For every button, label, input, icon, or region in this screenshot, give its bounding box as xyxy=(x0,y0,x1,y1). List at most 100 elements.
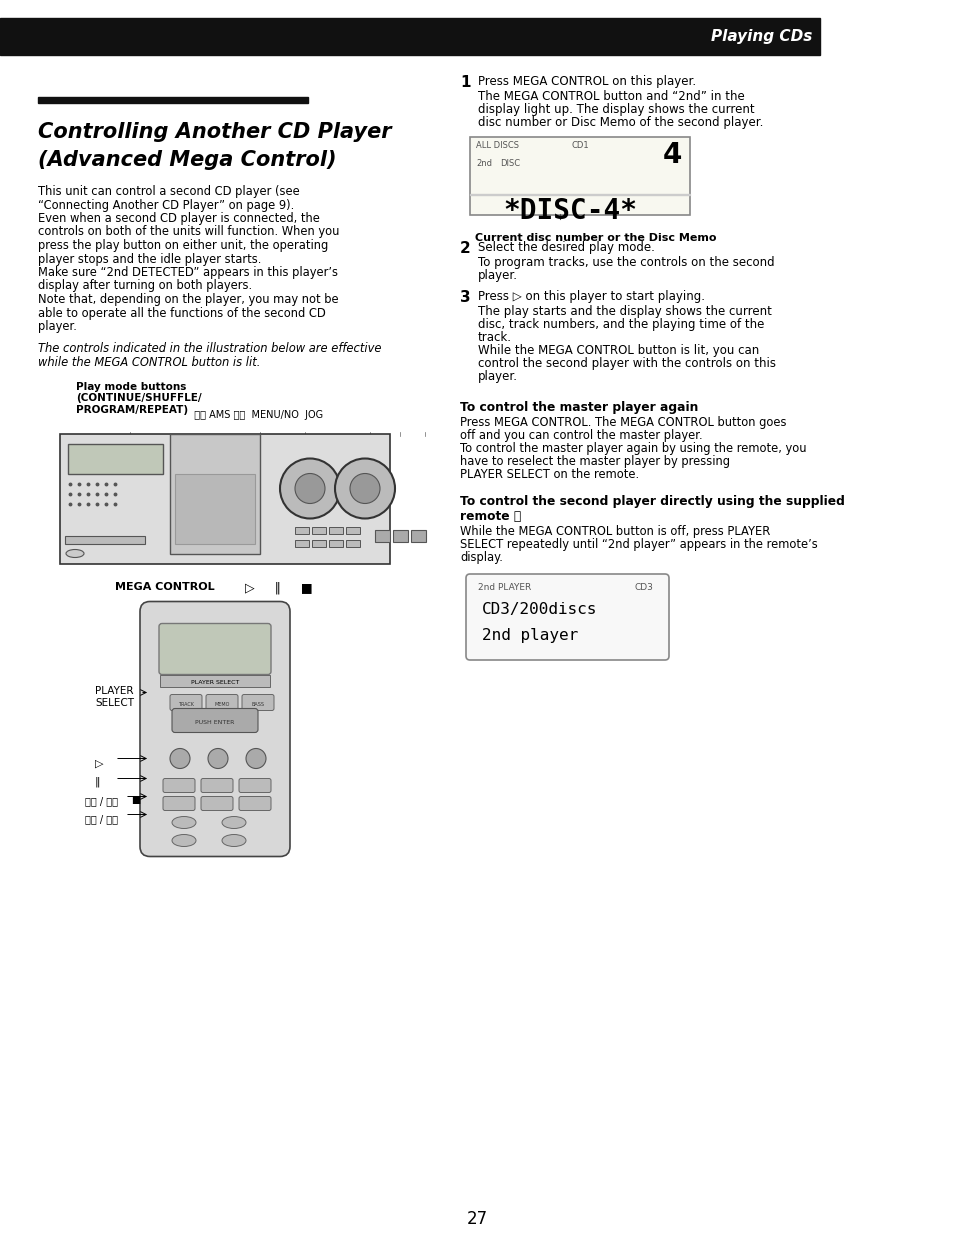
Text: 1: 1 xyxy=(459,75,470,90)
FancyBboxPatch shape xyxy=(170,694,202,710)
FancyBboxPatch shape xyxy=(465,575,668,660)
Circle shape xyxy=(208,748,228,768)
Text: The play starts and the display shows the current: The play starts and the display shows th… xyxy=(477,305,771,318)
Text: CD3: CD3 xyxy=(635,583,653,592)
Bar xyxy=(329,540,343,546)
Text: TRACK: TRACK xyxy=(178,703,193,708)
Ellipse shape xyxy=(172,816,195,829)
Text: Even when a second CD player is connected, the: Even when a second CD player is connecte… xyxy=(38,212,319,224)
Text: To control the master player again by using the remote, you: To control the master player again by us… xyxy=(459,441,805,455)
Circle shape xyxy=(335,459,395,519)
Text: To control the master player again: To control the master player again xyxy=(459,401,698,414)
Bar xyxy=(393,529,408,541)
Bar xyxy=(160,674,270,687)
Text: remote Ⓘ: remote Ⓘ xyxy=(459,510,520,523)
Text: player stops and the idle player starts.: player stops and the idle player starts. xyxy=(38,253,261,265)
Text: “Connecting Another CD Player” on page 9).: “Connecting Another CD Player” on page 9… xyxy=(38,199,294,212)
Bar xyxy=(329,526,343,534)
Text: BASS: BASS xyxy=(252,703,264,708)
Text: off and you can control the master player.: off and you can control the master playe… xyxy=(459,429,702,441)
Bar xyxy=(312,540,326,546)
Text: ⏮⏭ AMS ⏭⏮  MENU/NO  JOG: ⏮⏭ AMS ⏭⏮ MENU/NO JOG xyxy=(188,409,323,419)
Text: CD1: CD1 xyxy=(571,141,588,150)
Bar xyxy=(375,529,390,541)
Text: *DISC-4*: *DISC-4* xyxy=(502,197,637,224)
Text: 27: 27 xyxy=(466,1210,487,1228)
Text: DISC: DISC xyxy=(499,159,519,168)
Bar xyxy=(68,444,163,473)
Bar xyxy=(411,529,426,541)
Text: Controlling Another CD Player: Controlling Another CD Player xyxy=(38,122,391,142)
Text: Press ▷ on this player to start playing.: Press ▷ on this player to start playing. xyxy=(477,290,704,303)
Text: 2nd: 2nd xyxy=(476,159,492,168)
Text: ▷: ▷ xyxy=(95,758,103,768)
Text: PLAYER SELECT: PLAYER SELECT xyxy=(191,681,239,686)
Text: display light up. The display shows the current: display light up. The display shows the … xyxy=(477,104,754,116)
Text: press the play button on either unit, the operating: press the play button on either unit, th… xyxy=(38,239,328,252)
Text: This unit can control a second CD player (see: This unit can control a second CD player… xyxy=(38,185,299,199)
Text: Current disc number or the Disc Memo: Current disc number or the Disc Memo xyxy=(475,233,716,243)
Text: controls on both of the units will function. When you: controls on both of the units will funct… xyxy=(38,226,339,238)
Text: While the MEGA CONTROL button is lit, you can: While the MEGA CONTROL button is lit, yo… xyxy=(477,344,759,358)
FancyBboxPatch shape xyxy=(242,694,274,710)
FancyBboxPatch shape xyxy=(172,709,257,732)
Text: player.: player. xyxy=(477,269,517,282)
Text: ⏮⏮ / ⏭⏭: ⏮⏮ / ⏭⏭ xyxy=(85,797,118,806)
Bar xyxy=(0,18,820,55)
Text: Make sure “2nd DETECTED” appears in this player’s: Make sure “2nd DETECTED” appears in this… xyxy=(38,266,337,279)
Text: ⏪⏪ / ⏩⏩: ⏪⏪ / ⏩⏩ xyxy=(85,815,118,825)
Text: While the MEGA CONTROL button is off, press PLAYER: While the MEGA CONTROL button is off, pr… xyxy=(459,525,770,538)
Text: Press MEGA CONTROL. The MEGA CONTROL button goes: Press MEGA CONTROL. The MEGA CONTROL but… xyxy=(459,416,785,429)
Text: control the second player with the controls on this: control the second player with the contr… xyxy=(477,358,775,370)
Bar xyxy=(60,434,390,563)
FancyBboxPatch shape xyxy=(239,778,271,793)
Text: ▷     ‖     ■: ▷ ‖ ■ xyxy=(245,582,313,594)
Bar xyxy=(470,137,689,215)
FancyBboxPatch shape xyxy=(206,694,237,710)
Text: To program tracks, use the controls on the second: To program tracks, use the controls on t… xyxy=(477,256,774,269)
Bar xyxy=(170,434,260,554)
FancyBboxPatch shape xyxy=(239,797,271,810)
Text: display after turning on both players.: display after turning on both players. xyxy=(38,280,252,292)
Text: player.: player. xyxy=(38,321,77,333)
Text: PUSH ENTER: PUSH ENTER xyxy=(195,720,234,725)
Text: Note that, depending on the player, you may not be: Note that, depending on the player, you … xyxy=(38,293,338,306)
FancyBboxPatch shape xyxy=(163,778,194,793)
Bar xyxy=(38,97,308,104)
FancyBboxPatch shape xyxy=(201,778,233,793)
Ellipse shape xyxy=(66,550,84,557)
Bar xyxy=(346,526,359,534)
Text: display.: display. xyxy=(459,551,502,563)
Text: MEMO: MEMO xyxy=(214,703,230,708)
Text: MEGA CONTROL: MEGA CONTROL xyxy=(115,582,214,592)
Text: (Advanced Mega Control): (Advanced Mega Control) xyxy=(38,150,336,170)
FancyBboxPatch shape xyxy=(159,624,271,674)
Text: SELECT repeatedly until “2nd player” appears in the remote’s: SELECT repeatedly until “2nd player” app… xyxy=(459,538,817,551)
Text: ALL DISCS: ALL DISCS xyxy=(476,141,518,150)
FancyBboxPatch shape xyxy=(140,602,290,857)
Text: 3: 3 xyxy=(459,290,470,305)
Ellipse shape xyxy=(222,835,246,847)
Bar xyxy=(346,540,359,546)
Ellipse shape xyxy=(172,835,195,847)
Text: Press MEGA CONTROL on this player.: Press MEGA CONTROL on this player. xyxy=(477,75,696,88)
Text: PLAYER SELECT on the remote.: PLAYER SELECT on the remote. xyxy=(459,469,639,481)
Text: ‖: ‖ xyxy=(95,777,100,787)
FancyBboxPatch shape xyxy=(163,797,194,810)
FancyBboxPatch shape xyxy=(201,797,233,810)
Text: able to operate all the functions of the second CD: able to operate all the functions of the… xyxy=(38,307,325,319)
Ellipse shape xyxy=(222,816,246,829)
Text: disc, track numbers, and the playing time of the: disc, track numbers, and the playing tim… xyxy=(477,318,763,330)
Text: Play mode buttons
(CONTINUE/SHUFFLE/
PROGRAM/REPEAT): Play mode buttons (CONTINUE/SHUFFLE/ PRO… xyxy=(76,381,201,414)
Circle shape xyxy=(350,473,379,503)
Text: The controls indicated in the illustration below are effective
while the MEGA CO: The controls indicated in the illustrati… xyxy=(38,342,381,370)
Text: To control the second player directly using the supplied: To control the second player directly us… xyxy=(459,494,844,508)
Bar xyxy=(294,526,309,534)
Bar xyxy=(312,526,326,534)
Circle shape xyxy=(170,748,190,768)
Text: 2: 2 xyxy=(459,240,470,256)
Text: The MEGA CONTROL button and “2nd” in the: The MEGA CONTROL button and “2nd” in the xyxy=(477,90,744,104)
Circle shape xyxy=(246,748,266,768)
Text: 2nd player: 2nd player xyxy=(481,628,578,642)
Text: ■: ■ xyxy=(131,794,140,804)
